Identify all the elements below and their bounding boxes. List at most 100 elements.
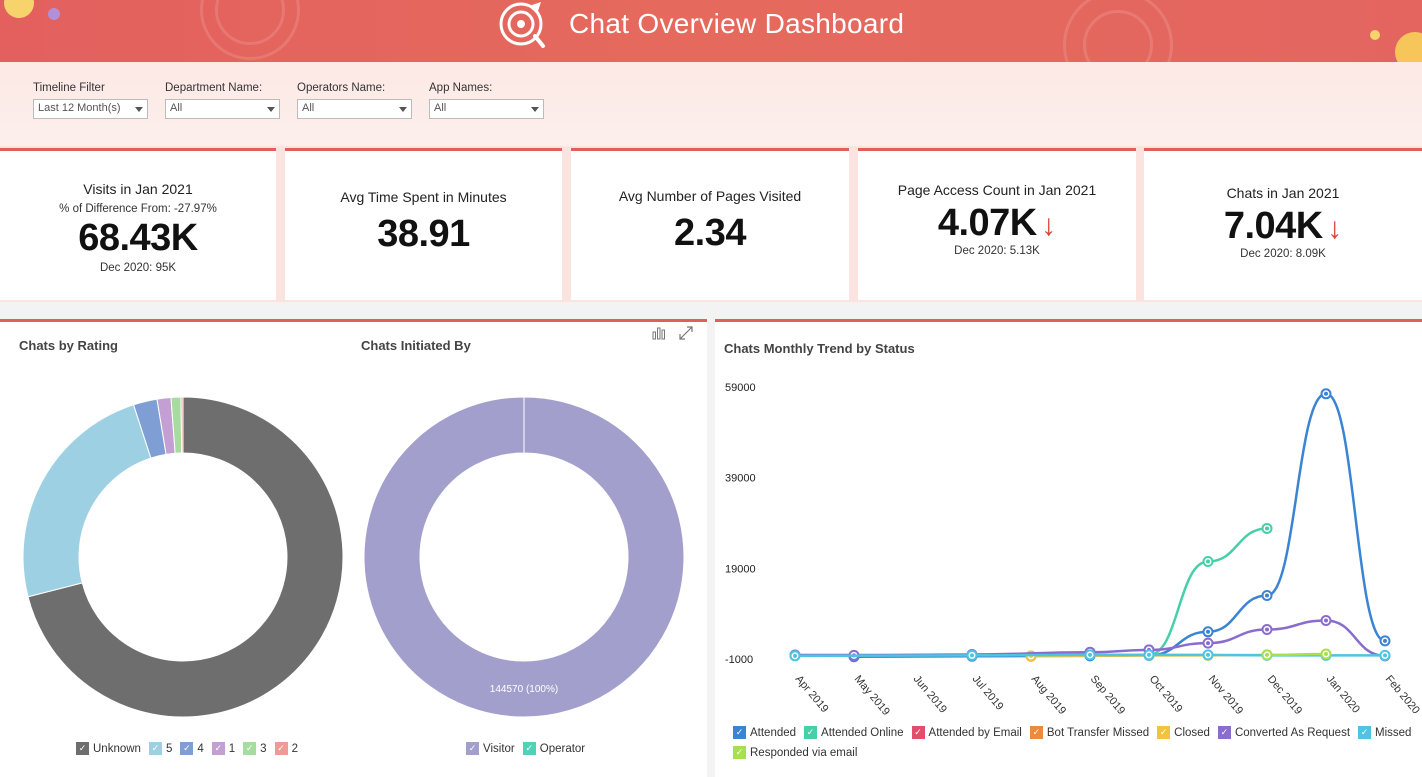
kpi-value: 4.07K <box>937 202 1037 244</box>
series-line-attended[interactable] <box>853 392 1386 658</box>
y-tick-label: -1000 <box>725 654 753 666</box>
select-value: All <box>170 102 183 114</box>
legend-item[interactable]: ✓ Visitor <box>466 742 515 755</box>
kpi-card-chats[interactable]: Chats in Jan 2021 7.04K ↓ Dec 2020: 8.09… <box>1144 148 1422 300</box>
expand-icon[interactable] <box>679 326 693 343</box>
legend-item[interactable]: ✓ Attended <box>733 726 796 739</box>
kpi-title: Page Access Count in Jan 2021 <box>897 182 1097 198</box>
data-point-core <box>1088 652 1092 657</box>
legend-item[interactable]: ✓ 2 <box>274 742 298 755</box>
app-names-filter: App Names: All <box>429 82 544 119</box>
donut-panel: Chats by Rating Chats Initiated By 14457… <box>0 319 707 777</box>
donut-slice-2[interactable] <box>180 396 184 454</box>
checkbox-icon: ✓ <box>466 742 479 755</box>
chat-target-logo-icon <box>499 2 545 48</box>
legend-item[interactable]: ✓ Closed <box>1157 726 1210 739</box>
x-tick-label: May 2019 <box>852 673 892 718</box>
checkbox-icon: ✓ <box>733 746 746 759</box>
timeline-filter: Timeline Filter Last 12 Month(s) <box>33 82 148 119</box>
data-point-core <box>1324 391 1328 396</box>
data-point-core <box>1265 652 1269 657</box>
legend-label: Converted As Request <box>1234 726 1351 739</box>
kpi-card-avg-pages[interactable]: Avg Number of Pages Visited 2.34 <box>571 148 849 300</box>
y-tick-label: 19000 <box>725 563 756 575</box>
data-point-core <box>970 653 974 658</box>
data-point-core <box>1383 653 1387 658</box>
select-value: All <box>302 102 315 114</box>
operators-filter: Operators Name: All <box>297 82 412 119</box>
legend-item[interactable]: ✓ Missed <box>1358 726 1411 739</box>
series-line-responded-via-email[interactable] <box>1266 652 1327 657</box>
data-point-core <box>1206 641 1210 646</box>
donut-slice-5[interactable] <box>22 404 152 598</box>
checkbox-icon: ✓ <box>1157 726 1171 739</box>
chart-title-rating: Chats by Rating <box>19 338 118 353</box>
legend-item[interactable]: ✓ Attended Online <box>804 726 904 739</box>
kpi-value: 38.91 <box>377 213 470 255</box>
checkbox-icon: ✓ <box>911 726 925 739</box>
operators-select[interactable]: All <box>297 99 412 119</box>
legend-item[interactable]: ✓ 3 <box>243 742 267 755</box>
chart-title-trend: Chats Monthly Trend by Status <box>724 341 915 356</box>
data-point-core <box>1265 627 1269 632</box>
decor-dot <box>1370 30 1380 40</box>
checkbox-icon: ✓ <box>211 742 225 755</box>
trend-chart: 59000 39000 19000 -1000 Apr 2019 May 2019 Jun … <box>725 382 1422 718</box>
bar-chart-icon[interactable] <box>652 326 666 343</box>
kpi-title: Visits in Jan 2021 <box>83 181 193 197</box>
decor-dot <box>4 0 34 18</box>
checkbox-icon: ✓ <box>1217 726 1231 739</box>
header-title-group: Chat Overview Dashboard <box>495 0 904 48</box>
kpi-card-avg-time[interactable]: Avg Time Spent in Minutes 38.91 <box>285 148 562 300</box>
decor-ring <box>1083 10 1153 62</box>
legend-label: 4 <box>197 742 204 755</box>
timeline-select[interactable]: Last 12 Month(s) <box>33 99 148 119</box>
legend-label: Missed <box>1375 726 1412 739</box>
donut-slice-unknown[interactable] <box>27 396 344 718</box>
legend-item[interactable]: ✓ Converted As Request <box>1217 726 1351 739</box>
chart-title-initiated: Chats Initiated By <box>361 338 471 353</box>
checkbox-icon: ✓ <box>1029 726 1043 739</box>
legend-item[interactable]: ✓ Bot Transfer Missed <box>1029 726 1149 739</box>
chevron-down-icon <box>531 107 539 112</box>
kpi-difference: % of Difference From: -27.97% <box>59 203 217 215</box>
legend-item[interactable]: ✓ 5 <box>148 742 172 755</box>
donut-data-label: 144570 (100%) <box>490 684 558 695</box>
legend-item[interactable]: ✓ Operator <box>522 742 585 755</box>
decor-dot <box>48 8 60 20</box>
trend-panel: Chats Monthly Trend by Status 59000 39000… <box>715 319 1422 777</box>
legend-item[interactable]: ✓ 1 <box>211 742 235 755</box>
legend-initiated: ✓ Visitor ✓ Operator <box>466 742 593 755</box>
data-point-core <box>1383 638 1387 643</box>
chevron-down-icon <box>135 107 143 112</box>
legend-item[interactable]: ✓ 4 <box>180 742 204 755</box>
chevron-down-icon <box>399 107 407 112</box>
x-tick-label: Dec 2019 <box>1265 673 1304 717</box>
legend-item[interactable]: ✓ Unknown <box>76 742 141 755</box>
kpi-card-visits[interactable]: Visits in Jan 2021 % of Difference From:… <box>0 148 276 300</box>
department-select[interactable]: All <box>165 99 280 119</box>
kpi-row: Visits in Jan 2021 % of Difference From:… <box>0 146 1422 302</box>
kpi-card-page-access[interactable]: Page Access Count in Jan 2021 4.07K ↓ De… <box>858 148 1136 300</box>
legend-label: Visitor <box>483 742 515 755</box>
legend-item[interactable]: ✓ Responded via email <box>733 746 857 759</box>
series-line-attended-online[interactable] <box>795 527 1268 657</box>
legend-label: 2 <box>291 742 298 755</box>
arrow-down-icon: ↓ <box>1041 209 1057 242</box>
donut-slice-visitor[interactable] <box>363 396 685 718</box>
legend-item[interactable]: ✓ Attended by Email <box>911 726 1022 739</box>
legend-label: Attended by Email <box>928 726 1022 739</box>
checkbox-icon: ✓ <box>76 742 89 755</box>
legend-label: Closed <box>1174 726 1210 739</box>
page-title: Chat Overview Dashboard <box>569 8 905 39</box>
app-names-select[interactable]: All <box>429 99 544 119</box>
data-point-core <box>1265 526 1269 531</box>
kpi-previous: Dec 2020: 95K <box>99 262 177 274</box>
data-point-core <box>1206 559 1210 564</box>
header-banner: Chat Overview Dashboard <box>0 0 1422 62</box>
checkbox-icon: ✓ <box>274 742 288 755</box>
x-tick-label: Jul 2019 <box>970 673 1006 713</box>
data-point-core <box>1206 629 1210 634</box>
checkbox-icon: ✓ <box>804 726 818 739</box>
x-tick-label: Aug 2019 <box>1029 673 1068 717</box>
